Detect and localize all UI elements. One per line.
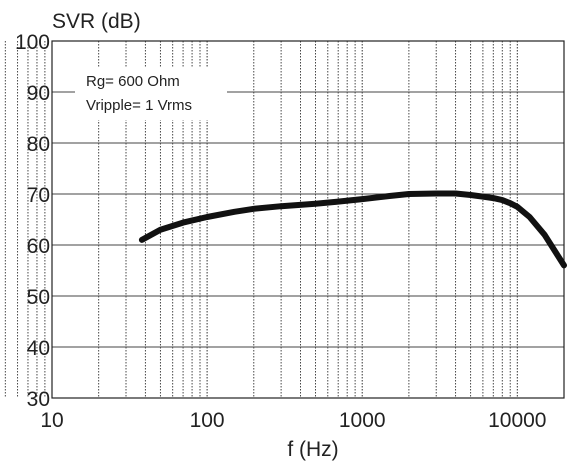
y-tick-label: 80 bbox=[27, 133, 50, 156]
x-axis-title: f (Hz) bbox=[287, 438, 338, 461]
y-tick-label: 70 bbox=[27, 184, 50, 207]
y-tick-label: 50 bbox=[27, 286, 50, 309]
annotation-vripple: Vripple= 1 Vrms bbox=[86, 97, 192, 114]
x-tick-label: 1000 bbox=[339, 409, 386, 432]
x-tick-label: 100 bbox=[190, 409, 225, 432]
y-tick-labels: 30 40 50 60 70 80 90 100 bbox=[15, 31, 50, 411]
y-tick-label: 100 bbox=[15, 31, 50, 54]
series-group bbox=[138, 190, 567, 269]
x-tick-label: 10 bbox=[40, 409, 63, 432]
y-tick-label: 90 bbox=[27, 82, 50, 105]
x-tick-label: 10000 bbox=[488, 409, 546, 432]
y-tick-label: 40 bbox=[27, 337, 50, 360]
plot-frame bbox=[51, 40, 565, 399]
y-tick-label: 60 bbox=[27, 235, 50, 258]
y-axis-title: SVR (dB) bbox=[52, 10, 141, 33]
svr-curve bbox=[138, 190, 567, 269]
annotation-rg: Rg= 600 Ohm bbox=[86, 73, 180, 90]
annotation-box bbox=[75, 68, 227, 120]
y-tick-label: 30 bbox=[27, 388, 50, 411]
x-tick-labels: 10 100 1000 10000 bbox=[40, 409, 546, 432]
